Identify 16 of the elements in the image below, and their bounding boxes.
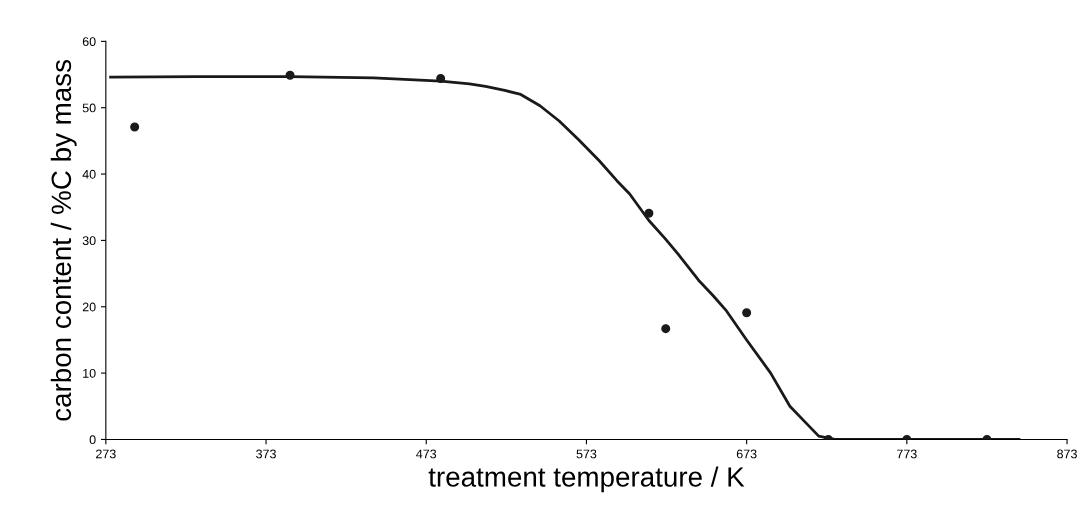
x-tick-label: 873	[1057, 449, 1077, 459]
y-tick-label: 0	[89, 435, 96, 445]
x-tick-label: 373	[256, 449, 276, 459]
x-axis-title: treatment temperature / K	[428, 466, 745, 493]
x-tick-label: 273	[96, 449, 116, 459]
x-tick-label: 473	[416, 449, 437, 459]
x-tick-label: 673	[736, 449, 757, 459]
y-axis-title: carbon content / %C by mass	[50, 59, 77, 421]
y-tick-label: 60	[82, 37, 96, 47]
y-tick-label: 20	[82, 302, 96, 312]
y-tick-label: 30	[82, 236, 96, 246]
y-tick-label: 50	[82, 103, 96, 113]
x-tick-label: 773	[897, 449, 917, 459]
y-tick-label: 10	[83, 368, 96, 378]
x-tick-label: 573	[576, 449, 597, 459]
y-tick-label: 40	[82, 169, 96, 179]
